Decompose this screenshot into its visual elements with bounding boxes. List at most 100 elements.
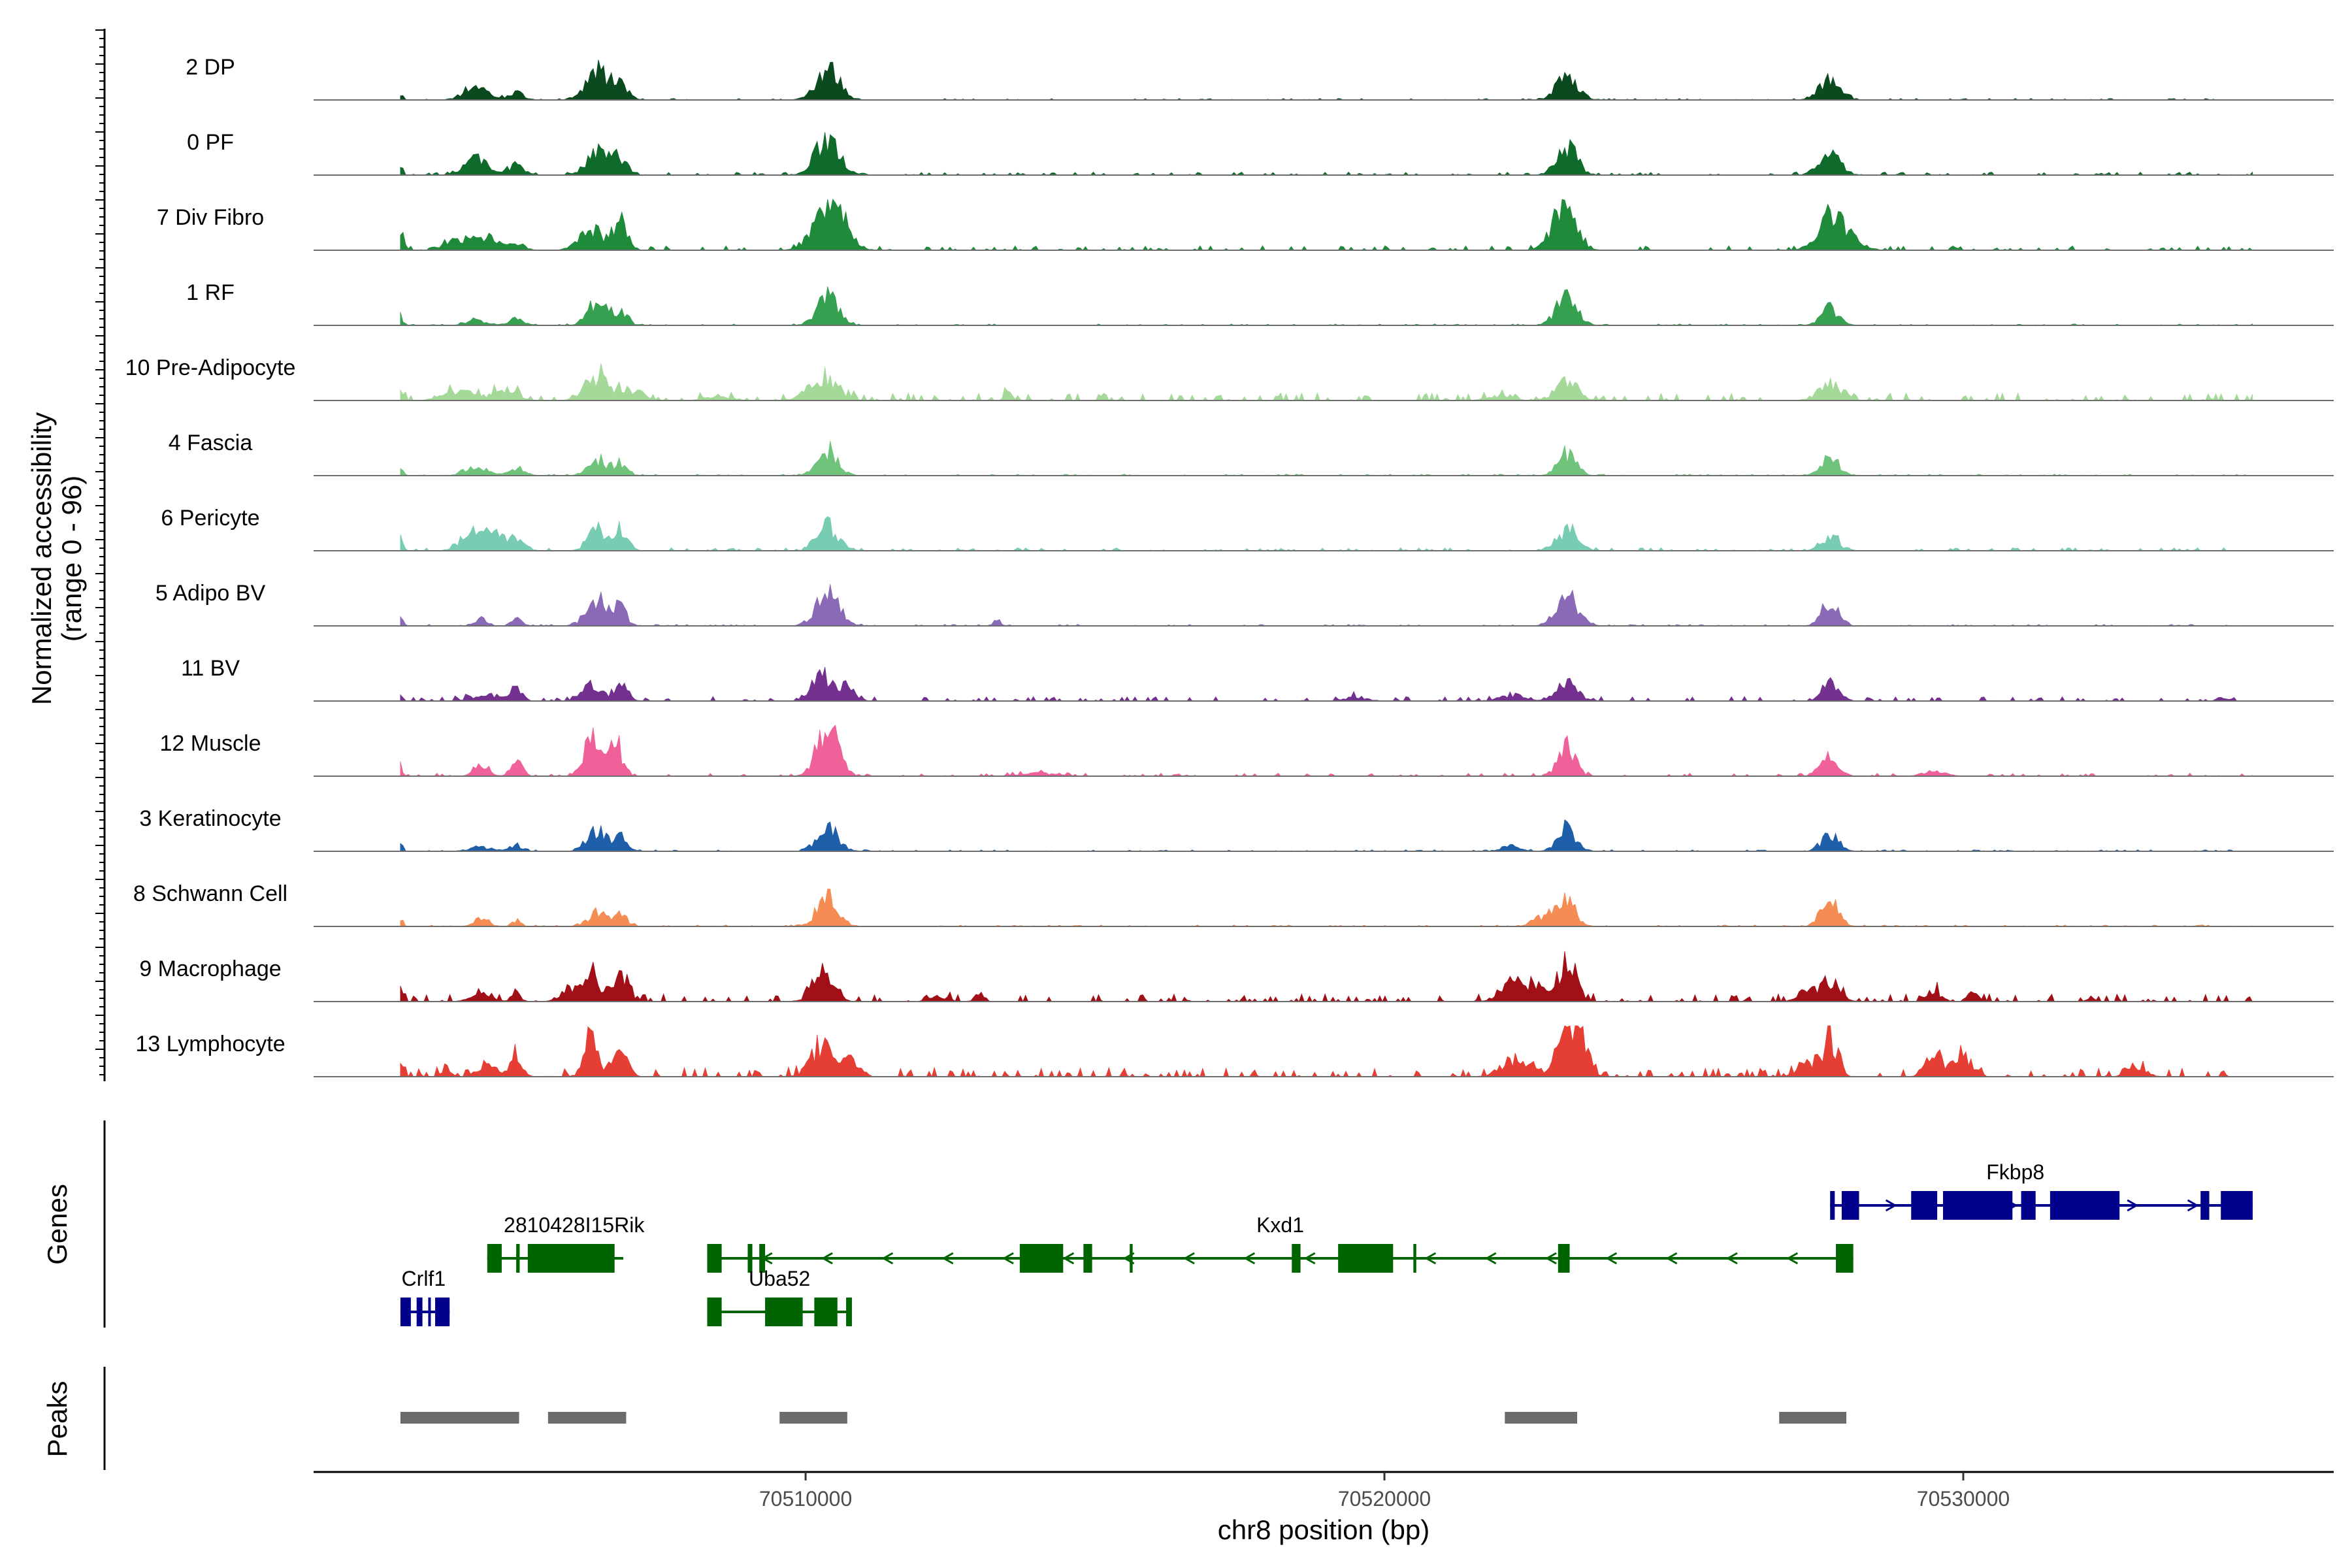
- gene-exon: [1830, 1191, 1835, 1220]
- gene-exon: [416, 1298, 423, 1326]
- track-label: 11 BV: [181, 656, 240, 681]
- x-axis-ticks: 70510000 70520000 70530000: [759, 1472, 2010, 1511]
- gene-exon: [747, 1244, 753, 1273]
- coverage-area: [400, 516, 2253, 551]
- coverage-area: [400, 286, 2253, 326]
- y-axis-title-line1: Normalized accessibility: [26, 412, 57, 705]
- track-9-macrophage: 9 Macrophage: [139, 951, 2334, 1003]
- x-axis-title: chr8 position (bp): [1218, 1514, 1430, 1545]
- track-label: 7 Div Fibro: [157, 205, 264, 230]
- track-label: 8 Schwann Cell: [133, 881, 287, 906]
- y-axis-title-line2: (range 0 - 96): [56, 476, 87, 642]
- peak-region: [400, 1412, 519, 1424]
- gene-exon: [1911, 1191, 1938, 1220]
- strand-chevron: [821, 1252, 833, 1265]
- gene-exon: [487, 1244, 502, 1273]
- gene-exon: [814, 1298, 838, 1326]
- strand-chevron: [881, 1252, 894, 1265]
- gene-exon: [765, 1298, 803, 1326]
- strand-chevron: [1544, 1252, 1557, 1265]
- y-axis-title: Normalized accessibility (range 0 - 96): [26, 412, 87, 705]
- gene-name-label: Uba52: [749, 1267, 810, 1290]
- strand-chevron: [2127, 1199, 2139, 1212]
- gene-exon: [1338, 1244, 1394, 1273]
- coverage-area: [400, 132, 2253, 176]
- gene-name-label: Crlf1: [402, 1267, 446, 1290]
- gene-fkbp8: Fkbp8: [1830, 1160, 2253, 1220]
- track-label: 5 Adipo BV: [155, 581, 266, 606]
- strand-chevron: [1786, 1252, 1799, 1265]
- strand-chevron: [1725, 1252, 1738, 1265]
- track-6-pericyte: 6 Pericyte: [161, 506, 2334, 551]
- gene-crlf1: Crlf1: [400, 1267, 450, 1326]
- gene-exon: [1413, 1244, 1416, 1273]
- tracks-y-axis-ticks: [95, 29, 105, 1075]
- track-label: 3 Keratinocyte: [139, 806, 281, 831]
- gene-exon: [1019, 1244, 1064, 1273]
- strand-chevron: [1885, 1199, 1897, 1212]
- gene-exon: [2021, 1191, 2036, 1220]
- x-tick-label: 70530000: [1917, 1487, 2010, 1511]
- gene-exon: [1292, 1244, 1301, 1273]
- gene-exon: [846, 1298, 852, 1326]
- gene-uba52: Uba52: [707, 1267, 852, 1326]
- track-11-bv: 11 BV: [181, 656, 2334, 702]
- coverage-area: [400, 59, 2253, 101]
- track-4-fascia: 4 Fascia: [169, 431, 2334, 476]
- strand-chevron: [1665, 1252, 1678, 1265]
- track-label: 4 Fascia: [169, 431, 253, 455]
- gene-exon: [707, 1298, 722, 1326]
- track-3-keratinocyte: 3 Keratinocyte: [139, 806, 2334, 852]
- gene-exon: [527, 1244, 615, 1273]
- coverage-area: [400, 666, 2253, 702]
- track-label: 2 DP: [186, 55, 235, 80]
- peak-region: [779, 1412, 847, 1424]
- track-12-muscle: 12 Muscle: [160, 725, 2334, 777]
- gene-exon: [435, 1298, 450, 1326]
- peak-region: [547, 1412, 627, 1424]
- strand-chevron: [941, 1252, 954, 1265]
- track-10-pre-adipocyte: 10 Pre-Adipocyte: [125, 355, 2334, 402]
- gene-name-label: 2810428I15Rik: [504, 1213, 645, 1237]
- coverage-area: [400, 441, 2253, 476]
- strand-chevron: [1062, 1252, 1075, 1265]
- gene-exon: [1942, 1191, 2013, 1220]
- strand-chevron: [1424, 1252, 1437, 1265]
- gene-models: 2810428I15Rik Crlf1 Kxd1 Uba52 Fkbp8: [400, 1160, 2253, 1326]
- track-5-adipo-bv: 5 Adipo BV: [155, 581, 2334, 627]
- gene-name-label: Fkbp8: [1986, 1160, 2044, 1184]
- strand-chevron: [2187, 1199, 2199, 1212]
- coverage-tracks: 2 DP 0 PF 7 Div Fibro 1 RF 10 Pre-Adipocyte 4…: [125, 55, 2334, 1078]
- track-label: 12 Muscle: [160, 731, 261, 756]
- strand-chevron: [1484, 1252, 1497, 1265]
- coverage-area: [400, 725, 2253, 777]
- gene-exon: [1841, 1191, 1859, 1220]
- gene-exon: [707, 1244, 722, 1273]
- x-tick-label: 70520000: [1338, 1487, 1431, 1511]
- track-label: 13 Lymphocyte: [135, 1032, 285, 1056]
- coverage-area: [400, 584, 2253, 627]
- strand-chevron: [1303, 1252, 1316, 1265]
- track-label: 10 Pre-Adipocyte: [125, 355, 296, 380]
- track-13-lymphocyte: 13 Lymphocyte: [135, 1025, 2334, 1078]
- peaks-track-label: Peaks: [42, 1381, 73, 1458]
- gene-exon: [2050, 1191, 2120, 1220]
- gene-exon: [1130, 1244, 1133, 1273]
- track-label: 0 PF: [187, 130, 234, 155]
- gene-exon: [2200, 1191, 2210, 1220]
- coverage-area: [400, 889, 2253, 927]
- coverage-area: [400, 199, 2253, 251]
- track-0-pf: 0 PF: [187, 130, 2334, 176]
- peak-regions: [400, 1412, 1847, 1424]
- coverage-area: [400, 951, 2253, 1003]
- strand-chevron: [1243, 1252, 1256, 1265]
- gene-exon: [400, 1298, 411, 1326]
- strand-chevron: [1002, 1252, 1014, 1265]
- gene-exon: [1558, 1244, 1570, 1273]
- track-1-rf: 1 RF: [186, 280, 2334, 326]
- gene-kxd1: Kxd1: [707, 1213, 1854, 1273]
- peak-region: [1505, 1412, 1578, 1424]
- coverage-area: [400, 819, 2253, 852]
- track-7-div-fibro: 7 Div Fibro: [157, 199, 2334, 251]
